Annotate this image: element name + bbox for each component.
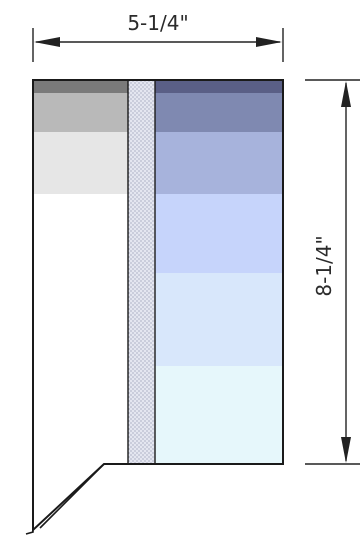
width-dimension: 5-1/4" (32, 11, 284, 62)
band-6-right (155, 366, 283, 464)
band-4-left (33, 194, 128, 273)
color-bands (33, 80, 283, 464)
band-5-left (33, 273, 128, 366)
width-arrow-right-icon (256, 37, 282, 47)
band-4-right (155, 194, 283, 273)
band-3-right (155, 132, 283, 194)
height-dimension: 8-1/4" (305, 79, 360, 465)
width-arrow-left-icon (34, 37, 60, 47)
band-2-right (155, 93, 283, 132)
swatch-outline (32, 79, 284, 533)
band-5-right (155, 273, 283, 366)
width-label: 5-1/4" (127, 11, 188, 35)
stipple-strip (128, 80, 155, 464)
band-dark-top-left (33, 80, 128, 93)
height-arrow-bottom-icon (341, 437, 351, 463)
band-2-left (33, 93, 128, 132)
height-label: 8-1/4" (312, 235, 336, 296)
height-arrow-top-icon (341, 81, 351, 107)
band-dark-top-right (155, 80, 283, 93)
band-6-left (33, 366, 128, 464)
band-3-left (33, 132, 128, 194)
fold-lip (25, 463, 105, 535)
